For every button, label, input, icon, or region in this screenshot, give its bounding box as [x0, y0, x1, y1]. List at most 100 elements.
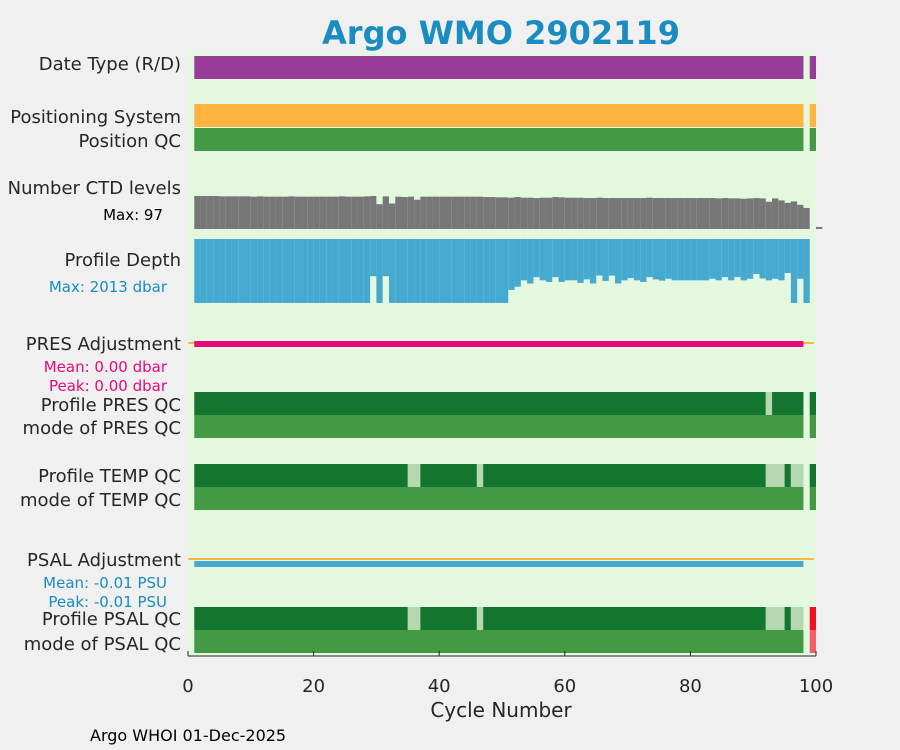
profile-depth-bar [269, 239, 276, 303]
row-label: Date Type (R/D) [39, 54, 181, 75]
profile-depth-bar [564, 239, 572, 281]
profile-depth-bar [552, 239, 559, 278]
qc-bar-segment [476, 607, 484, 630]
qc-bar-segment [483, 607, 766, 630]
ctd-level-bar [370, 196, 377, 229]
ctd-level-bar [363, 196, 371, 229]
profile-depth-bar [345, 239, 352, 303]
ctd-level-bar [269, 196, 276, 229]
ctd-level-bar [407, 196, 415, 229]
ctd-level-bar [483, 197, 490, 229]
qc-bar-segment [809, 104, 816, 127]
profile-depth-bar [294, 239, 302, 303]
ctd-level-bar [790, 201, 798, 229]
ctd-level-bar [275, 196, 283, 229]
profile-depth-bar [351, 239, 358, 303]
psal-adjustment-peak: Peak: -0.01 PSU [48, 593, 167, 611]
qc-bar-segment [765, 392, 773, 415]
profile-depth-bar [395, 239, 402, 303]
ctd-level-bar [527, 197, 534, 229]
profile-depth-bar [319, 239, 327, 303]
ctd-level-bar [621, 198, 628, 229]
pres-adjustment-mean: Mean: 0.00 dbar [44, 358, 168, 376]
ctd-level-bar [545, 197, 553, 229]
ctd-levels-max: Max: 97 [103, 206, 163, 224]
ctd-levels-label: Number CTD levels [8, 178, 181, 199]
ctd-level-bar [244, 196, 251, 229]
profile-depth-bar [326, 239, 333, 303]
ctd-level-bar [250, 196, 258, 229]
plot-area [188, 52, 816, 656]
qc-bar-segment [772, 392, 804, 415]
ctd-level-bar [539, 197, 546, 229]
ctd-level-bar [426, 196, 433, 229]
profile-depth-bar [602, 239, 609, 281]
profile-depth-bar [470, 239, 477, 303]
qc-bar-segment [809, 128, 816, 151]
qc-bar-segment [809, 464, 816, 487]
profile-depth-bar [520, 239, 528, 281]
profile-depth-bar [533, 239, 540, 278]
profile-depth-bar [257, 239, 264, 303]
qc-bar-segment [194, 464, 408, 487]
row-label: mode of PSAL QC [24, 634, 181, 655]
profile-depth-bar [414, 239, 421, 303]
ctd-level-bar [351, 196, 358, 229]
profile-depth-bar [583, 239, 590, 280]
ctd-level-bar [231, 196, 239, 229]
ctd-level-bar [753, 198, 760, 229]
profile-depth-bar [772, 239, 779, 279]
ctd-level-bar [495, 197, 502, 229]
profile-depth-bar [338, 239, 345, 303]
profile-depth-bar [363, 239, 371, 303]
ctd-level-bar [420, 196, 427, 229]
ctd-level-bar [376, 204, 383, 229]
profile-depth-bar [734, 239, 741, 278]
ctd-level-bar [213, 196, 220, 229]
ctd-level-bar [395, 196, 402, 229]
profile-depth-bar [803, 239, 810, 303]
profile-depth-bar [545, 239, 553, 282]
profile-depth-bar [288, 239, 295, 303]
qc-bar-segment [194, 392, 766, 415]
profile-depth-bar [709, 239, 716, 279]
profile-depth-bar [250, 239, 258, 303]
ctd-level-bar [476, 196, 484, 229]
qc-bar-segment [420, 464, 477, 487]
profile-depth-bar [753, 239, 760, 274]
profile-depth-bar [432, 239, 440, 303]
profile-depth-bar [275, 239, 283, 303]
ctd-level-bar [803, 207, 810, 229]
profile-depth-bar [765, 239, 773, 281]
qc-bar-segment [809, 392, 816, 415]
profile-depth-bar [746, 239, 754, 279]
ctd-level-bar [520, 197, 528, 229]
ctd-level-bar [816, 226, 823, 229]
ctd-level-bar [652, 198, 659, 229]
profile-depth-bar [439, 239, 446, 303]
ctd-level-bar [338, 196, 345, 229]
ctd-level-bar [734, 198, 741, 229]
profile-depth-bar [483, 239, 490, 303]
qc-bar-segment [194, 104, 804, 127]
ctd-level-bar [288, 196, 295, 229]
ctd-level-bar [502, 197, 509, 229]
qc-bar-segment [809, 630, 816, 653]
profile-depth-bar [200, 239, 207, 303]
x-ticks-layer: 0 20 40 60 80 100 [182, 651, 833, 697]
ctd-level-bar [671, 198, 678, 229]
ctd-level-bar [715, 198, 722, 229]
profile-depth-bar [213, 239, 220, 303]
profile-depth-bar [633, 239, 641, 281]
ctd-level-bar [319, 196, 327, 229]
pres-adjustment-peak: Peak: 0.00 dbar [49, 377, 168, 395]
qc-bar-segment [483, 464, 766, 487]
psal-adjustment-label: PSAL Adjustment [27, 550, 181, 571]
ctd-level-bar [746, 198, 754, 229]
qc-bar-segment [194, 128, 804, 151]
profile-depth-bar [671, 239, 678, 281]
profile-depth-bar [426, 239, 433, 303]
ctd-level-bar [470, 196, 477, 229]
qc-bar-segment [194, 487, 804, 510]
